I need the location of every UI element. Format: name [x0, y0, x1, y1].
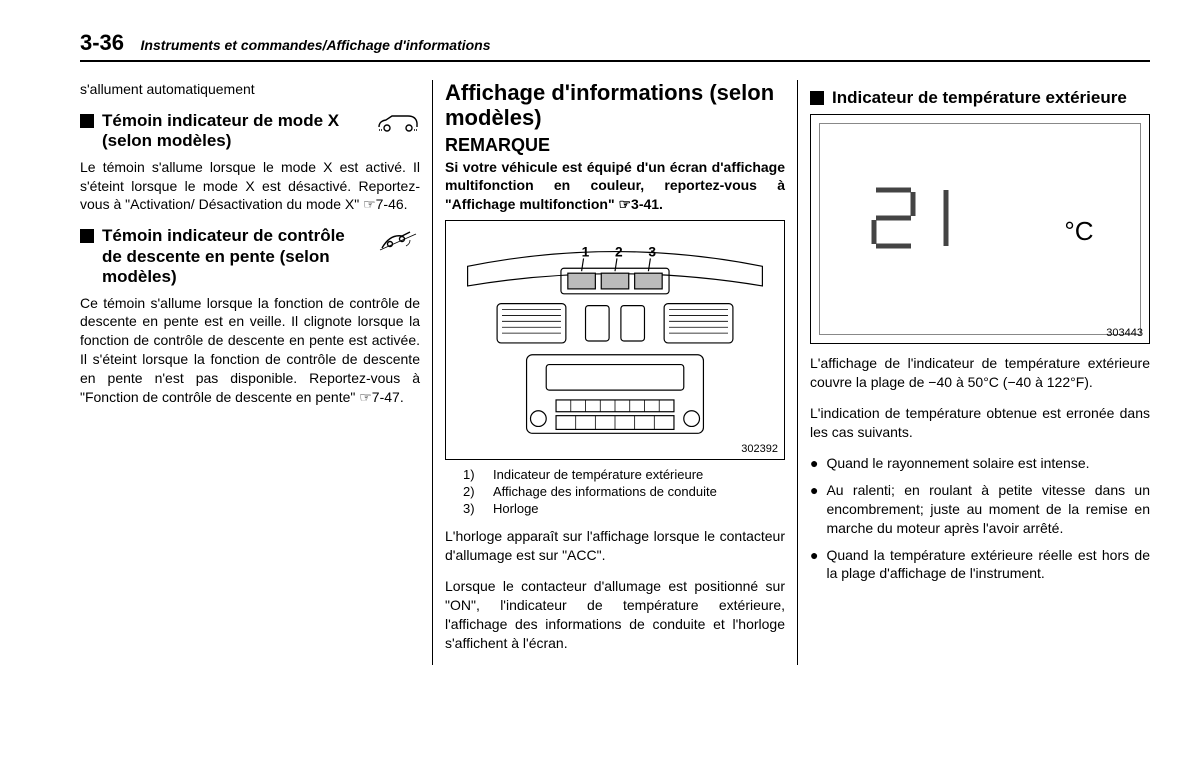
square-bullet-icon — [80, 229, 94, 243]
body-text: Ce témoin s'allume lorsque la fonction d… — [80, 294, 420, 407]
remark-body: Si votre véhicule est équipé d'un écran … — [445, 158, 785, 215]
section-temperature: Indicateur de température extérieure — [810, 88, 1150, 108]
bullet-item: ● Quand le rayonnement solaire est inten… — [810, 454, 1150, 473]
page-header: 3-36 Instruments et commandes/Affichage … — [80, 30, 1150, 62]
svg-text:3: 3 — [648, 245, 656, 260]
figure-legend: 1)Indicateur de température extérieure 2… — [445, 466, 785, 517]
main-heading: Affichage d'informations (selon modèles) — [445, 80, 785, 131]
section-title: Témoin indicateur de mode X (selon modèl… — [102, 111, 368, 152]
section-mode-x: Témoin indicateur de mode X (selon modèl… — [80, 111, 420, 152]
dashboard-illustration: 1 2 3 — [452, 227, 778, 453]
svg-text:2: 2 — [615, 245, 623, 260]
legend-item: 3)Horloge — [445, 500, 785, 517]
bullet-icon: ● — [810, 481, 818, 538]
column-2: Affichage d'informations (selon modèles)… — [432, 80, 798, 665]
body-text: L'horloge apparaît sur l'affichage lorsq… — [445, 527, 785, 565]
bullet-item: ● Au ralenti; en roulant à petite vitess… — [810, 481, 1150, 538]
figure-ref: 303443 — [1106, 327, 1143, 339]
header-title: Instruments et commandes/Affichage d'inf… — [141, 37, 491, 53]
bullet-icon: ● — [810, 546, 818, 584]
temperature-display-figure: °C 303443 — [810, 114, 1150, 344]
legend-item: 1)Indicateur de température extérieure — [445, 466, 785, 483]
column-3: Indicateur de température extérieure °C — [798, 80, 1150, 665]
body-text: L'affichage de l'indicateur de températu… — [810, 354, 1150, 392]
bullet-icon: ● — [810, 454, 818, 473]
intro-text: s'allument automatiquement — [80, 80, 420, 99]
body-text: Lorsque le contacteur d'allumage est pos… — [445, 577, 785, 653]
section-title: Témoin indicateur de contrôle de descent… — [102, 226, 368, 287]
column-1: s'allument automatiquement Témoin indica… — [80, 80, 432, 665]
section-descente: Témoin indicateur de contrôle de descent… — [80, 226, 420, 287]
legend-item: 2)Affichage des informations de conduite — [445, 483, 785, 500]
hill-descent-icon — [376, 226, 420, 259]
content-columns: s'allument automatiquement Témoin indica… — [80, 80, 1150, 665]
section-title: Indicateur de température extérieure — [832, 88, 1150, 108]
remark-label: REMARQUE — [445, 135, 785, 156]
page-number: 3-36 — [80, 30, 124, 56]
square-bullet-icon — [810, 91, 824, 105]
car-icon — [376, 111, 420, 140]
svg-text:1: 1 — [582, 245, 590, 260]
figure-ref: 302392 — [741, 443, 778, 455]
body-text: L'indication de température obtenue est … — [810, 404, 1150, 442]
body-text: Le témoin s'allume lorsque le mode X est… — [80, 158, 420, 215]
dashboard-figure: 1 2 3 — [445, 220, 785, 460]
bullet-item: ● Quand la température extérieure réelle… — [810, 546, 1150, 584]
square-bullet-icon — [80, 114, 94, 128]
